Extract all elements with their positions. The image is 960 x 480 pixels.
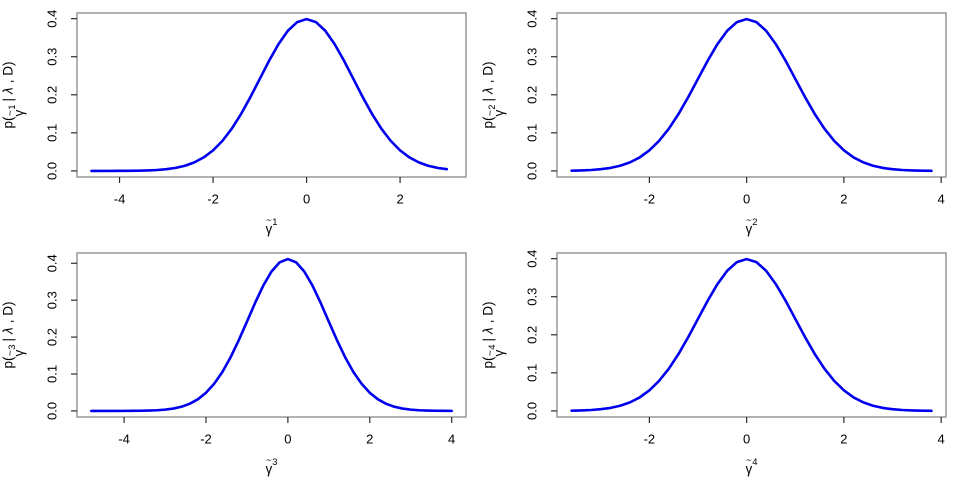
gamma-subscript: 4	[752, 456, 758, 468]
y-tick-label: 0.4	[44, 10, 59, 28]
gamma-char: γ	[490, 349, 506, 357]
y-tick-label: 0.4	[44, 254, 59, 272]
y-tick-label: 0.1	[44, 124, 59, 142]
gamma-char: γ	[10, 349, 26, 357]
plot-border	[556, 252, 947, 418]
plot-border	[556, 12, 947, 178]
gamma-tilde-symbol: ~ γ	[265, 214, 273, 236]
y-tick-label: 0.0	[44, 402, 59, 420]
y-tick-label: 0.3	[44, 48, 59, 66]
y-axis-label: p(~ γ 3|λ, D)	[0, 301, 26, 369]
gamma-subscript: 4	[486, 344, 498, 350]
tilde-accent: ~	[266, 214, 272, 226]
plot-panel-gamma4: -2 0 2 4 0.0 0.1 0.2 0.3 0.4 ~ γ 4 p(~ γ 4|λ, D)	[480, 240, 960, 480]
density-curve	[570, 17, 933, 173]
plot-svg: -2 0 2 4 0.0 0.1 0.2 0.3 0.4	[524, 250, 947, 447]
x-tick-label: -2	[207, 192, 219, 207]
y-tick-label: 0.0	[44, 162, 59, 180]
x-tick-label: -4	[114, 192, 126, 207]
x-axis-label: ~ γ 1	[266, 210, 278, 235]
x-tick-label: -4	[118, 432, 130, 447]
y-tick-label: 0.3	[524, 48, 539, 66]
x-axis-label: ~ γ 2	[746, 210, 758, 235]
y-tick-label: 0.2	[524, 326, 539, 344]
gamma-subscript: 1	[6, 104, 18, 110]
x-tick-label: 2	[396, 192, 403, 207]
tilde-accent: ~	[746, 454, 752, 466]
gamma-subscript: 2	[752, 216, 758, 228]
plot-border	[76, 252, 467, 418]
x-tick-label: 0	[284, 432, 291, 447]
gamma-tilde-symbol: ~ γ	[485, 349, 506, 357]
density-curve	[570, 257, 933, 413]
x-tick-label: -2	[644, 432, 656, 447]
gamma-char: γ	[10, 109, 26, 117]
y-tick-label: 0.2	[524, 86, 539, 104]
x-tick-label: 0	[743, 432, 750, 447]
gamma-tilde-symbol: ~ γ	[485, 109, 506, 117]
plot-panel-gamma1: -4 -2 0 2 0.0 0.1 0.2 0.3 0.4 ~ γ 1 p(~ γ 1|λ, D)	[0, 0, 480, 240]
y-tick-label: 0.2	[44, 328, 59, 346]
gamma-subscript: 1	[272, 216, 278, 228]
y-axis-label: p(~ γ 2|λ, D)	[480, 61, 506, 129]
plot-svg: -2 0 2 4 0.0 0.1 0.2 0.3 0.4	[524, 10, 947, 207]
lambda-symbol: λ	[0, 327, 16, 334]
gamma-subscript: 3	[272, 456, 278, 468]
gamma-char: γ	[490, 109, 506, 117]
gamma-char: γ	[745, 220, 753, 236]
lambda-symbol: λ	[480, 327, 496, 334]
x-axis-label: ~ γ 3	[266, 450, 278, 475]
y-axis-label: p(~ γ 1|λ, D)	[0, 61, 26, 129]
plot-border	[76, 12, 467, 178]
plot-svg: -4 -2 0 2 4 0.0 0.1 0.2 0.3 0.4	[44, 252, 467, 447]
gamma-tilde-symbol: ~ γ	[265, 454, 273, 476]
gamma-tilde-symbol: ~ γ	[745, 214, 753, 236]
y-tick-label: 0.1	[524, 124, 539, 142]
x-tick-label: 2	[840, 192, 847, 207]
lambda-symbol: λ	[0, 87, 16, 94]
gamma-subscript: 3	[6, 344, 18, 350]
gamma-char: γ	[265, 460, 273, 476]
gamma-tilde-symbol: ~ γ	[5, 109, 26, 117]
lambda-symbol: λ	[480, 87, 496, 94]
gamma-char: γ	[745, 460, 753, 476]
y-tick-label: 0.4	[524, 10, 539, 28]
x-tick-label: 4	[938, 192, 945, 207]
gamma-subscript: 2	[486, 104, 498, 110]
x-axis-label: ~ γ 4	[746, 450, 758, 475]
plot-svg: -4 -2 0 2 0.0 0.1 0.2 0.3 0.4	[44, 10, 467, 207]
y-tick-label: 0.2	[44, 86, 59, 104]
gamma-tilde-symbol: ~ γ	[5, 349, 26, 357]
y-tick-label: 0.1	[524, 364, 539, 382]
x-tick-label: 2	[366, 432, 373, 447]
x-tick-label: -2	[644, 192, 656, 207]
x-tick-label: 0	[743, 192, 750, 207]
x-tick-label: 2	[840, 432, 847, 447]
density-curve	[90, 257, 453, 413]
density-curve	[90, 17, 449, 173]
y-tick-label: 0.3	[524, 288, 539, 306]
tilde-accent: ~	[746, 214, 752, 226]
tilde-accent: ~	[266, 454, 272, 466]
y-tick-label: 0.1	[44, 365, 59, 383]
y-tick-label: 0.0	[524, 162, 539, 180]
gamma-char: γ	[265, 220, 273, 236]
gamma-tilde-symbol: ~ γ	[745, 454, 753, 476]
x-tick-label: 4	[938, 432, 945, 447]
x-tick-label: 0	[303, 192, 310, 207]
x-tick-label: 4	[448, 432, 455, 447]
plot-panel-gamma3: -4 -2 0 2 4 0.0 0.1 0.2 0.3 0.4 ~ γ 3 p(~ γ 3|λ, D)	[0, 240, 480, 480]
x-tick-label: -2	[200, 432, 212, 447]
y-tick-label: 0.3	[44, 291, 59, 309]
plot-panel-gamma2: -2 0 2 4 0.0 0.1 0.2 0.3 0.4 ~ γ 2 p(~ γ 2|λ, D)	[480, 0, 960, 240]
y-tick-label: 0.4	[524, 250, 539, 268]
y-tick-label: 0.0	[524, 402, 539, 420]
y-axis-label: p(~ γ 4|λ, D)	[480, 301, 506, 369]
